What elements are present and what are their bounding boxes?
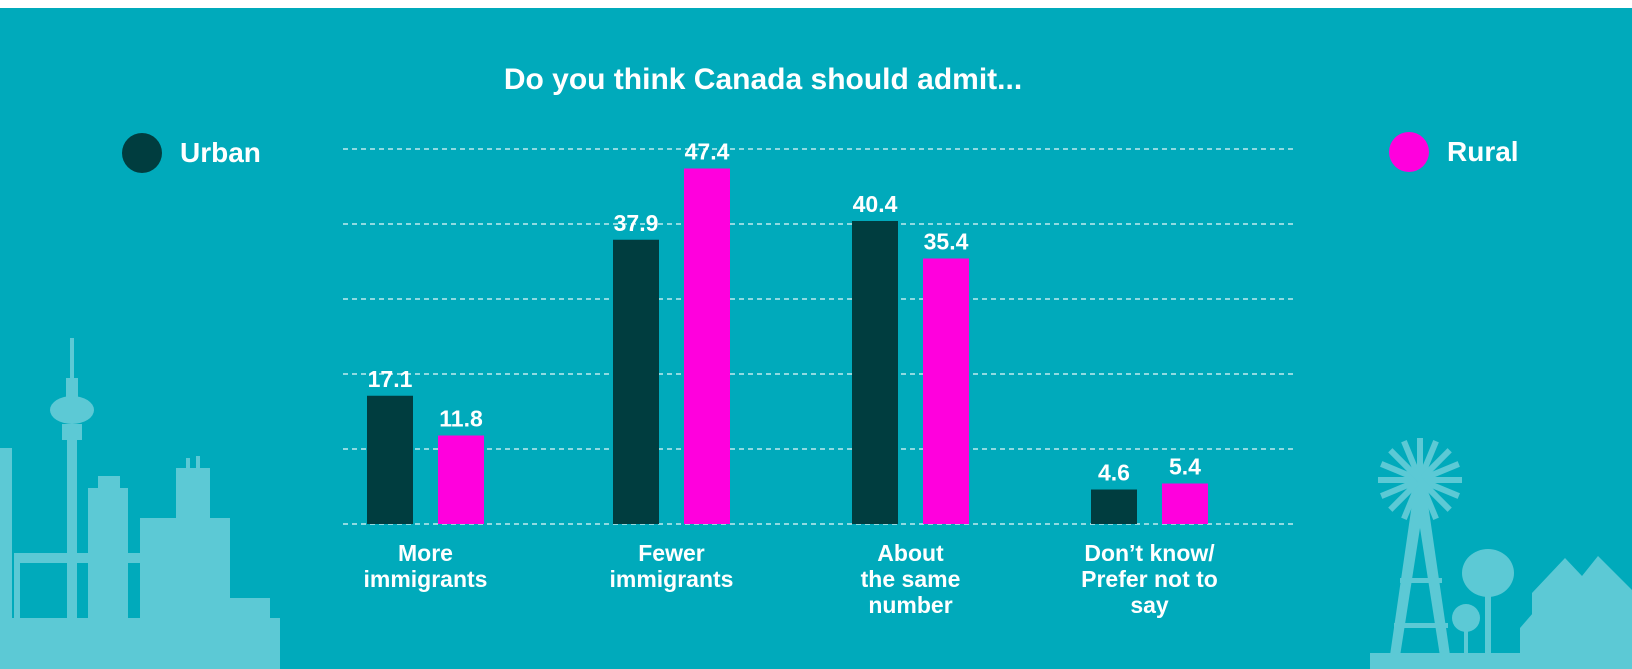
data-label-urban-1: 37.9	[614, 210, 659, 236]
category-label-1: Fewer immigrants	[610, 540, 734, 592]
bar-rural-2	[923, 258, 969, 524]
category-label-2: About the same number	[861, 540, 961, 618]
data-label-rural-1: 47.4	[685, 139, 730, 165]
farm-windmill-illustration	[1370, 438, 1632, 669]
bar-rural-3	[1162, 483, 1208, 524]
data-label-urban-0: 17.1	[368, 366, 413, 392]
legend-label-urban: Urban	[180, 137, 261, 168]
chart-background: Do you think Canada should admit... Urba…	[0, 8, 1632, 669]
bar-urban-2	[852, 221, 898, 524]
data-label-urban-2: 40.4	[853, 191, 898, 217]
data-label-rural-0: 11.8	[439, 406, 483, 432]
chart-title: Do you think Canada should admit...	[503, 63, 1023, 96]
bar-rural-1	[684, 168, 730, 524]
bar-chart-plot: 17.1 11.8 More immigrants 37.9 47.4 Fewer immig…	[343, 139, 1295, 618]
data-label-rural-3: 5.4	[1169, 454, 1201, 480]
data-label-urban-3: 4.6	[1098, 460, 1130, 486]
legend-item-urban: Urban	[122, 133, 261, 173]
legend-swatch-urban	[122, 133, 162, 173]
bar-urban-1	[613, 239, 659, 524]
bar-rural-0	[438, 435, 484, 524]
category-label-0: More immigrants	[364, 540, 488, 592]
category-label-3: Don’t know/Prefer not to say	[1081, 540, 1218, 618]
bar-urban-0	[367, 395, 413, 524]
data-label-rural-2: 35.4	[924, 229, 969, 255]
bar-urban-3	[1091, 489, 1137, 524]
legend-label-rural: Rural	[1447, 136, 1519, 167]
legend-swatch-rural	[1389, 132, 1429, 172]
city-skyline-illustration	[0, 338, 280, 669]
legend-item-rural: Rural	[1389, 132, 1519, 172]
